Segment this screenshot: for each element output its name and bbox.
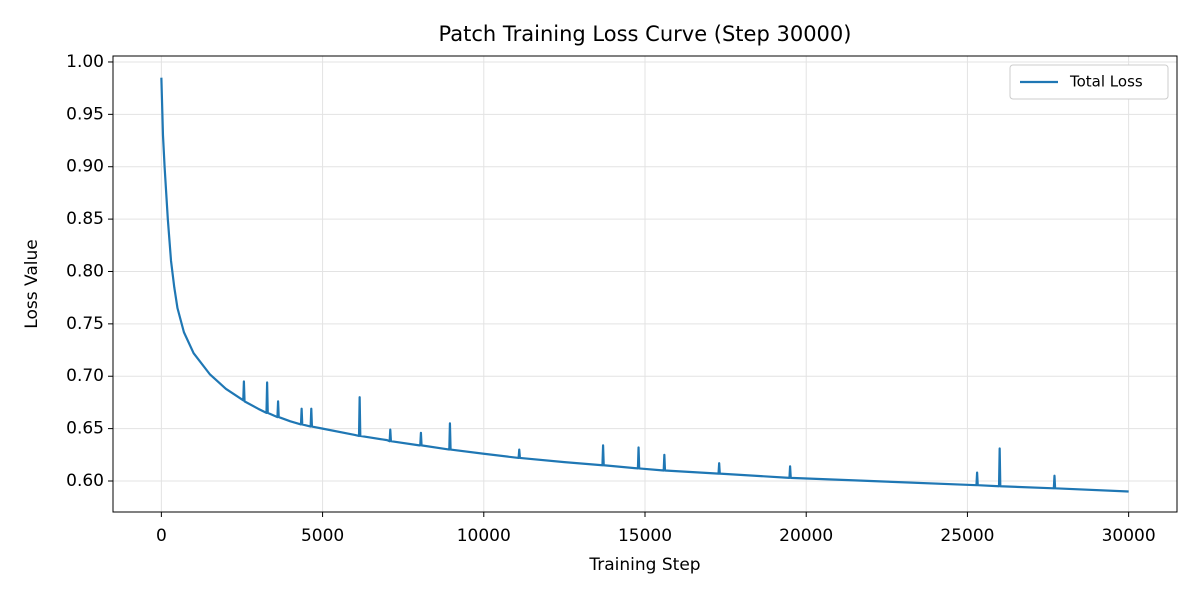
legend-label: Total Loss (1069, 73, 1143, 91)
x-tick-label: 10000 (457, 526, 511, 546)
y-tick-label: 0.85 (66, 209, 104, 229)
x-tick-label: 15000 (618, 526, 672, 546)
y-tick-label: 0.90 (66, 157, 104, 177)
x-tick-label: 25000 (940, 526, 994, 546)
x-axis-label: Training Step (588, 555, 700, 575)
y-tick-label: 0.70 (66, 366, 104, 386)
y-tick-label: 0.60 (66, 471, 104, 491)
x-tick-label: 30000 (1102, 526, 1156, 546)
y-tick-label: 0.75 (66, 314, 104, 334)
y-tick-label: 0.80 (66, 261, 104, 281)
x-tick-label: 5000 (301, 526, 344, 546)
x-tick-label: 0 (156, 526, 167, 546)
data-line (160, 77, 1129, 493)
y-tick-label: 0.95 (66, 104, 104, 124)
legend-box (1009, 64, 1169, 100)
plot-frame (112, 55, 1178, 513)
y-tick-label: 0.65 (66, 419, 104, 439)
chart-title: Patch Training Loss Curve (Step 30000) (439, 22, 852, 46)
x-tick-label: 20000 (779, 526, 833, 546)
y-axis-label: Loss Value (22, 239, 42, 328)
y-tick-label: 1.00 (66, 52, 104, 72)
